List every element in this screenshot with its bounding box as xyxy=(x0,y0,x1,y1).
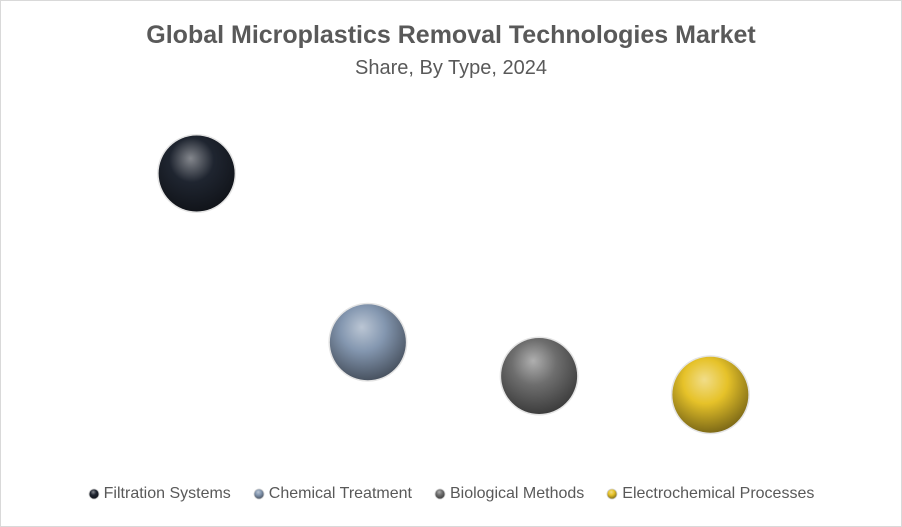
legend: Filtration Systems Chemical Treatment Biol… xyxy=(1,485,901,503)
legend-label: Biological Methods xyxy=(449,485,585,502)
legend-marker-icon xyxy=(606,488,618,500)
legend-label: Chemical Treatment xyxy=(268,485,412,502)
legend-item[interactable]: Electrochemical Processes xyxy=(606,485,814,503)
legend-label: Filtration Systems xyxy=(103,485,231,502)
chart-title: Global Microplastics Removal Technologie… xyxy=(146,21,756,49)
legend-marker-icon xyxy=(434,488,446,500)
legend-item[interactable]: Biological Methods xyxy=(434,485,584,503)
data-point-filtration-systems[interactable] xyxy=(158,135,235,212)
legend-marker-icon xyxy=(253,488,265,500)
data-point-chemical-treatment[interactable] xyxy=(329,304,406,381)
legend-marker-icon xyxy=(88,488,100,500)
data-point-biological-methods[interactable] xyxy=(501,338,578,414)
data-point-electrochemical-processes[interactable] xyxy=(672,356,749,433)
legend-item[interactable]: Chemical Treatment xyxy=(253,485,412,503)
legend-label: Electrochemical Processes xyxy=(622,485,815,502)
legend-item[interactable]: Filtration Systems xyxy=(88,485,231,503)
chart-subtitle: Share, By Type, 2024 xyxy=(355,57,547,79)
